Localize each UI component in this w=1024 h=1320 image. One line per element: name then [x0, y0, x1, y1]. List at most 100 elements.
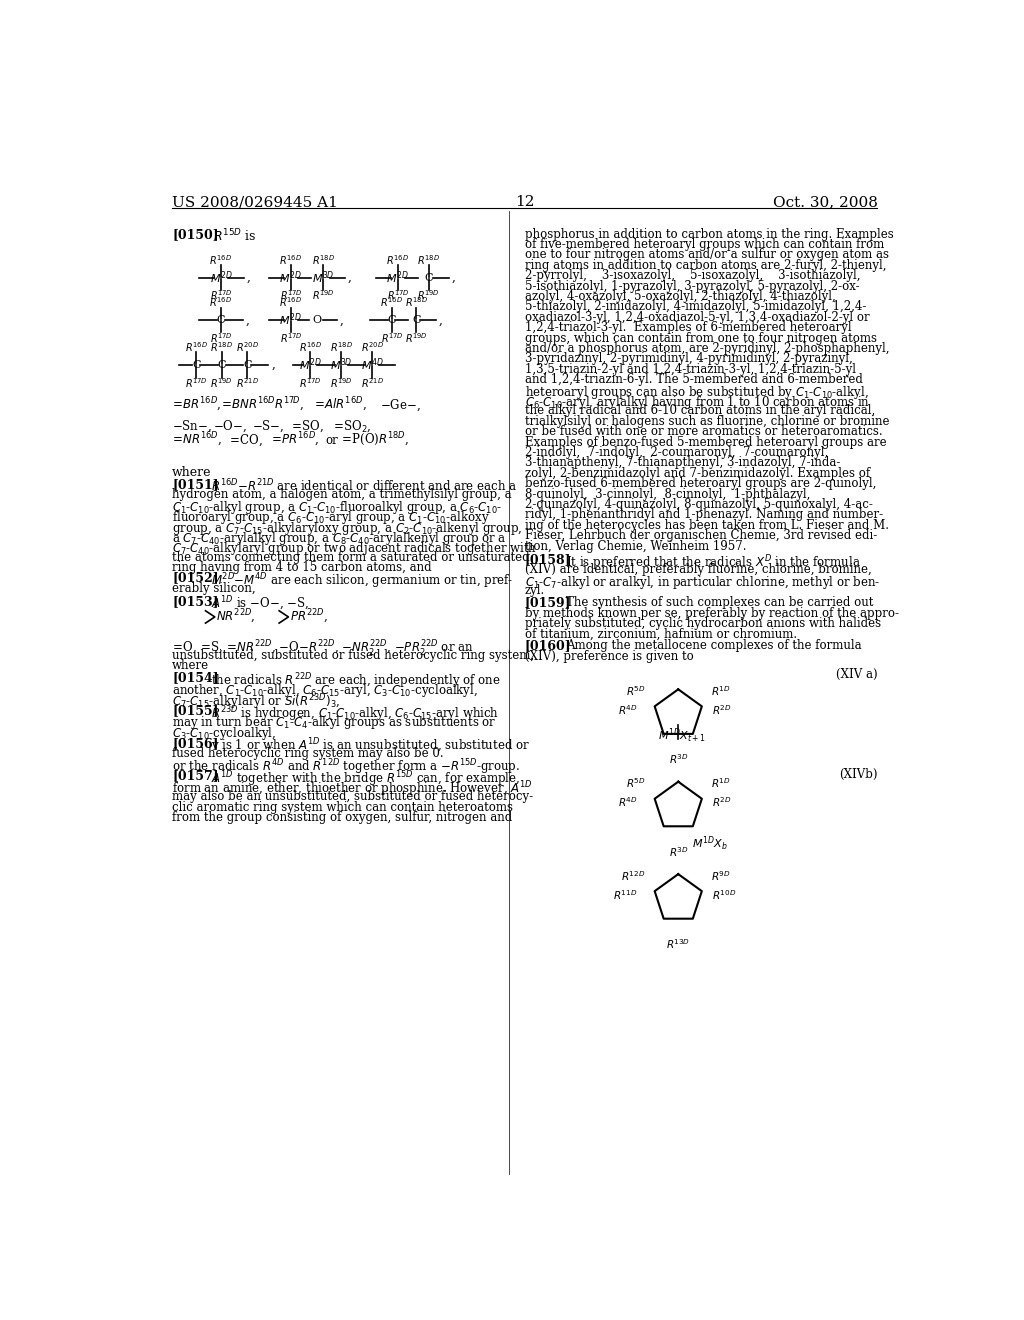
Text: $R^{17D}$: $R^{17D}$: [387, 289, 409, 302]
Text: $\!=\!$P(O)$R^{18D}$,: $\!=\!$P(O)$R^{18D}$,: [341, 432, 410, 449]
Text: C: C: [217, 315, 225, 325]
Text: $R^{17D}$: $R^{17D}$: [185, 376, 207, 391]
Text: $R^{5D}$: $R^{5D}$: [626, 684, 646, 698]
Text: or be fused with one or more aromatics or heteroaromatics.: or be fused with one or more aromatics o…: [524, 425, 883, 438]
Text: ,: ,: [340, 314, 343, 326]
Text: $R^{23D}$ is hydrogen, $C_1$-$C_{10}$-alkyl, $C_6$-$C_{15}$-aryl which: $R^{23D}$ is hydrogen, $C_1$-$C_{10}$-al…: [211, 704, 499, 723]
Text: Oct. 30, 2008: Oct. 30, 2008: [772, 195, 878, 210]
Text: $C_1$-$C_{10}$-alkyl group, a $C_1$-$C_{10}$-fluoroalkyl group, a $C_6$-$C_{10}$: $C_1$-$C_{10}$-alkyl group, a $C_1$-$C_{…: [172, 499, 503, 516]
Text: $R^{20D}$: $R^{20D}$: [236, 341, 259, 354]
Text: $C_7$-$C_{40}$-alkylaryl group or two adjacent radicals together with: $C_7$-$C_{40}$-alkylaryl group or two ad…: [172, 540, 538, 557]
Text: 2-quinazolyl, 4-quinazolyl, 8-quinazolyl, 5-quinoxalyl, 4-ac-: 2-quinazolyl, 4-quinazolyl, 8-quinazolyl…: [524, 498, 872, 511]
Text: [0151]: [0151]: [172, 478, 219, 491]
Text: 5-thiazolyl, 2-imidazolyl, 4-imidazolyl, 5-imidazolyl, 1,2,4-: 5-thiazolyl, 2-imidazolyl, 4-imidazolyl,…: [524, 301, 866, 313]
Text: $M^{1D}X_b$: $M^{1D}X_b$: [692, 834, 728, 853]
Text: C: C: [387, 315, 395, 325]
Text: $M^{3D}$: $M^{3D}$: [312, 269, 335, 286]
Text: $M^{2D}$: $M^{2D}$: [299, 356, 322, 374]
Text: may in turn bear $C_1$-$C_4$-alkyl groups as substituents or: may in turn bear $C_1$-$C_4$-alkyl group…: [172, 714, 497, 731]
Text: $R^{17D}$: $R^{17D}$: [299, 376, 322, 391]
Text: $R^{21D}$: $R^{21D}$: [360, 376, 384, 391]
Text: and 1,2,4-triazin-6-yl. The 5-membered and 6-membered: and 1,2,4-triazin-6-yl. The 5-membered a…: [524, 374, 862, 387]
Text: unsubstituted, substituted or fused heterocyclic ring system,: unsubstituted, substituted or fused hete…: [172, 649, 535, 661]
Text: [0160]: [0160]: [524, 639, 571, 652]
Text: $R^{4D}$: $R^{4D}$: [618, 704, 638, 717]
Text: [0154]: [0154]: [172, 671, 219, 684]
Text: ,: ,: [247, 271, 251, 284]
Text: $R^{18D}$: $R^{18D}$: [417, 253, 440, 267]
Text: $R^{20D}$: $R^{20D}$: [360, 341, 384, 354]
Text: US 2008/0269445 A1: US 2008/0269445 A1: [172, 195, 338, 210]
Text: $C_7$-$C_{15}$-alkylaryl or $Si(R^{23D})_3$,: $C_7$-$C_{15}$-alkylaryl or $Si(R^{23D})…: [172, 692, 340, 711]
Text: ,: ,: [246, 314, 250, 326]
Text: $\mathit{R}^{16D}$$-$$\mathit{R}^{21D}$ are identical or different and are each : $\mathit{R}^{16D}$$-$$\mathit{R}^{21D}$ …: [211, 478, 517, 495]
Text: $R^{18D}$: $R^{18D}$: [210, 341, 233, 354]
Text: $R^{19D}$: $R^{19D}$: [330, 376, 352, 391]
Text: $R^{19D}$: $R^{19D}$: [211, 376, 233, 391]
Text: 1,3,5-triazin-2-yl and 1,2,4-triazin-3-yl, 1,2,4-triazin-5-yl: 1,3,5-triazin-2-yl and 1,2,4-triazin-3-y…: [524, 363, 856, 376]
Text: $-$Ge$-$,: $-$Ge$-$,: [380, 397, 421, 413]
Text: $R^{17D}$: $R^{17D}$: [381, 331, 402, 345]
Text: 1,2,4-triazol-3-yl.  Examples of 6-membered heteroaryl: 1,2,4-triazol-3-yl. Examples of 6-member…: [524, 321, 851, 334]
Text: priately substituted, cyclic hydrocarbon anions with halides: priately substituted, cyclic hydrocarbon…: [524, 616, 881, 630]
Text: hydrogen atom, a halogen atom, a trimethylsilyl group, a: hydrogen atom, a halogen atom, a trimeth…: [172, 488, 512, 502]
Text: where: where: [172, 659, 209, 672]
Text: form an amine, ether, thioether or phosphine. However, $A^{1D}$: form an amine, ether, thioether or phosp…: [172, 780, 532, 800]
Text: $R^{16D}$: $R^{16D}$: [210, 296, 232, 309]
Text: or: or: [326, 434, 338, 446]
Text: 2-indolyl,  7-indolyl,  2-coumaronyl,  7-coumaronyl,: 2-indolyl, 7-indolyl, 2-coumaronyl, 7-co…: [524, 446, 828, 459]
Text: groups, which can contain from one to four nitrogen atoms: groups, which can contain from one to fo…: [524, 331, 877, 345]
Text: The synthesis of such complexes can be carried out: The synthesis of such complexes can be c…: [566, 597, 873, 609]
Text: $R^{16D}$: $R^{16D}$: [299, 341, 322, 354]
Text: $M^{1D}X_{t+1}$: $M^{1D}X_{t+1}$: [658, 726, 707, 744]
Text: $R^{16D}$: $R^{16D}$: [210, 253, 232, 267]
Text: 12: 12: [515, 195, 535, 210]
Text: ,: ,: [438, 314, 442, 326]
Text: ring having from 4 to 15 carbon atoms, and: ring having from 4 to 15 carbon atoms, a…: [172, 561, 432, 574]
Text: $R^{4D}$: $R^{4D}$: [618, 796, 638, 809]
Text: ing of the heterocycles has been taken from L. Fieser and M.: ing of the heterocycles has been taken f…: [524, 519, 889, 532]
Text: the radicals $R^{22D}$ are each, independently of one: the radicals $R^{22D}$ are each, indepen…: [211, 671, 501, 690]
Text: $R^{12D}$: $R^{12D}$: [622, 869, 646, 883]
Text: 2-pyrrolyl,    3-isoxazolyl,    5-isoxazolyl,    3-isothiazolyl,: 2-pyrrolyl, 3-isoxazolyl, 5-isoxazolyl, …: [524, 269, 860, 282]
Text: zolyl, 2-benzimidazolyl and 7-benzimidazolyl. Examples of: zolyl, 2-benzimidazolyl and 7-benzimidaz…: [524, 467, 870, 479]
Text: $R^{19D}$: $R^{19D}$: [312, 289, 335, 302]
Text: may also be an unsubstituted, substituted or fused heterocy-: may also be an unsubstituted, substitute…: [172, 791, 534, 803]
Text: one to four nitrogen atoms and/or a sulfur or oxygen atom as: one to four nitrogen atoms and/or a sulf…: [524, 248, 889, 261]
Text: where: where: [172, 466, 212, 479]
Text: C: C: [412, 315, 421, 325]
Text: Examples of benzo-fused 5-membered heteroaryl groups are: Examples of benzo-fused 5-membered heter…: [524, 436, 887, 449]
Text: $R^{16D}$: $R^{16D}$: [380, 296, 403, 309]
Text: $-$Sn$-$,: $-$Sn$-$,: [172, 418, 212, 434]
Text: $C_3$-$C_{10}$-cycloalkyl,: $C_3$-$C_{10}$-cycloalkyl,: [172, 725, 276, 742]
Text: of five-membered heteroaryl groups which can contain from: of five-membered heteroaryl groups which…: [524, 238, 884, 251]
Text: C: C: [217, 360, 226, 370]
Text: ring atoms in addition to carbon atoms are 2-furyl, 2-thienyl,: ring atoms in addition to carbon atoms a…: [524, 259, 887, 272]
Text: $R^{1D}$: $R^{1D}$: [711, 776, 731, 791]
Text: $\mathit{R}^{15D}$ is: $\mathit{R}^{15D}$ is: [213, 227, 257, 244]
Text: $R^{13D}$: $R^{13D}$: [667, 937, 690, 950]
Text: $M^{4D}$: $M^{4D}$: [360, 356, 384, 374]
Text: of titanium, zirconium, hafnium or chromium.: of titanium, zirconium, hafnium or chrom…: [524, 627, 797, 640]
Text: $R^{16D}$: $R^{16D}$: [280, 296, 302, 309]
Text: [0158]: [0158]: [524, 553, 571, 566]
Text: $R^{17D}$: $R^{17D}$: [280, 331, 302, 345]
Text: ridyl, 1-phenanthridyl and 1-phenazyl. Naming and number-: ridyl, 1-phenanthridyl and 1-phenazyl. N…: [524, 508, 883, 521]
Text: $R^{16D}$: $R^{16D}$: [184, 341, 208, 354]
Text: the atoms connecting them form a saturated or unsaturated: the atoms connecting them form a saturat…: [172, 550, 529, 564]
Text: $PR^{22D}$,: $PR^{22D}$,: [290, 609, 328, 626]
Text: 8-quinolyl,  3-cinnolyl,  8-cinnolyl,  1-phthalazyl,: 8-quinolyl, 3-cinnolyl, 8-cinnolyl, 1-ph…: [524, 487, 810, 500]
Text: [0150]: [0150]: [172, 227, 219, 240]
Text: [0153]: [0153]: [172, 595, 219, 609]
Text: $\mathit{A}^{1D}$ is $-$O$-$, $-$S,: $\mathit{A}^{1D}$ is $-$O$-$, $-$S,: [211, 595, 309, 614]
Text: v is 1 or when $A^{1D}$ is an unsubstituted, substituted or: v is 1 or when $A^{1D}$ is an unsubstitu…: [211, 737, 530, 755]
Text: $M^{2D}$: $M^{2D}$: [280, 269, 302, 286]
Text: $R^{10D}$: $R^{10D}$: [713, 888, 737, 902]
Text: $R^{9D}$: $R^{9D}$: [711, 869, 730, 883]
Text: $R^{18D}$: $R^{18D}$: [404, 296, 428, 309]
Text: 5-isothiazolyl, 1-pyrazolyl, 3-pyrazolyl, 5-pyrazolyl, 2-ox-: 5-isothiazolyl, 1-pyrazolyl, 3-pyrazolyl…: [524, 280, 859, 293]
Text: $R^{5D}$: $R^{5D}$: [626, 776, 646, 791]
Text: by methods known per se, preferably by reaction of the appro-: by methods known per se, preferably by r…: [524, 607, 899, 619]
Text: C: C: [243, 360, 252, 370]
Text: Among the metallocene complexes of the formula: Among the metallocene complexes of the f…: [566, 639, 861, 652]
